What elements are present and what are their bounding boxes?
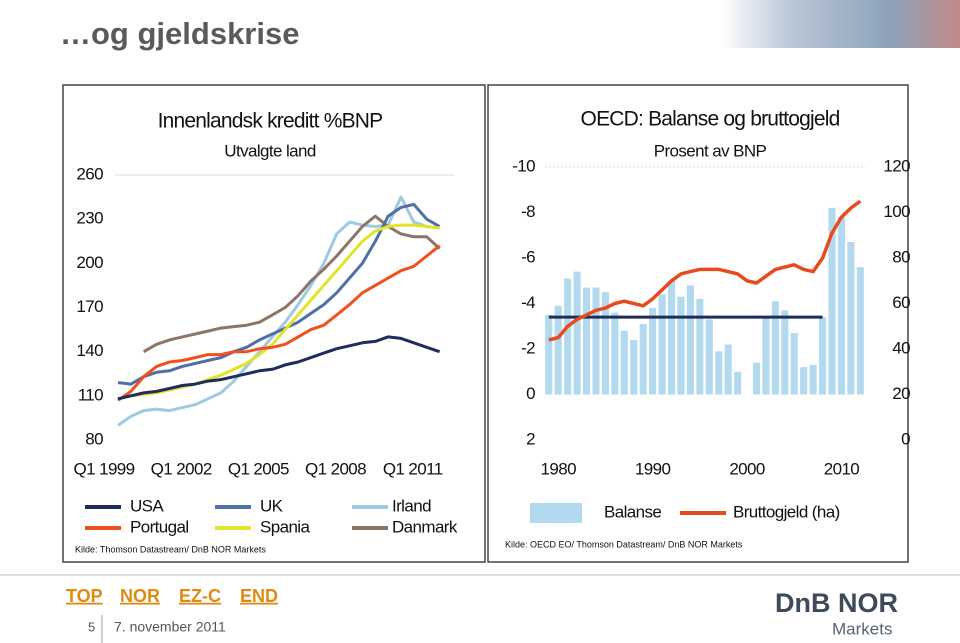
legend-swatch [530, 503, 582, 523]
legend-label: Irland [392, 496, 431, 515]
y2-tick-label: 80 [892, 247, 910, 266]
bar [847, 242, 855, 395]
y-tick-label: 230 [76, 209, 103, 228]
logo-sub: Markets [832, 619, 892, 638]
y-tick-label: 0 [526, 384, 535, 403]
bar [724, 344, 732, 395]
chart-subtitle: Utvalgte land [224, 141, 316, 160]
y2-tick-label: 40 [892, 338, 910, 357]
bar [554, 305, 562, 395]
x-tick-label: 2010 [824, 459, 860, 478]
chart-subtitle: Prosent av BNP [654, 141, 767, 160]
bar [639, 323, 647, 395]
chart-frame [62, 84, 486, 563]
page-number: 5 [88, 619, 95, 634]
y-tick-label: -10 [512, 156, 535, 175]
bar [705, 319, 713, 395]
bar [837, 217, 845, 395]
bar [696, 298, 704, 395]
bar [752, 362, 761, 395]
y-tick-label: -2 [521, 338, 535, 357]
series-line [117, 244, 441, 402]
date: 7. november 2011 [114, 619, 226, 635]
bar [649, 308, 657, 395]
bar [611, 312, 619, 395]
y2-tick-label: 0 [901, 429, 910, 448]
legend-label: Balanse [604, 502, 661, 521]
bar [601, 292, 609, 395]
x-tick-label: Q1 1999 [73, 459, 134, 478]
nav-link[interactable]: END [240, 586, 278, 606]
x-tick-label: 2000 [729, 459, 765, 478]
bar [545, 314, 553, 395]
y-tick-label: 80 [85, 429, 103, 448]
bar [592, 287, 600, 395]
bar [828, 207, 836, 395]
source: Kilde: OECD EO/ Thomson Datastream/ DnB … [505, 539, 743, 549]
y-tick-label: 170 [76, 297, 103, 316]
bar [583, 287, 591, 395]
legend-label: UK [260, 496, 284, 515]
bar [762, 317, 770, 395]
source: Kilde: Thomson Datastream/ DnB NOR Marke… [75, 544, 266, 554]
y-tick-label: 2 [526, 429, 535, 448]
y-tick-label: -8 [521, 202, 535, 221]
y-tick-label: 140 [76, 341, 103, 360]
bar [564, 278, 572, 395]
bar [686, 285, 694, 395]
bar [715, 351, 723, 395]
bar [630, 339, 638, 395]
series-line [117, 202, 441, 386]
y-tick-label: 200 [76, 253, 103, 272]
slide-title: …og gjeldskrise [60, 16, 299, 51]
x-tick-label: 1990 [635, 459, 671, 478]
y2-tick-label: 20 [892, 384, 910, 403]
legend-label: Spania [260, 517, 310, 536]
bar [620, 330, 628, 395]
legend-label: Danmark [392, 517, 458, 536]
legend-label: Bruttogjeld (ha) [733, 502, 840, 521]
bar [677, 296, 685, 395]
bar [658, 294, 666, 395]
bar [573, 271, 581, 395]
series-line [117, 335, 441, 401]
bar [667, 280, 676, 395]
series-line [548, 199, 862, 342]
bar [781, 310, 789, 395]
bar [790, 333, 798, 395]
y2-tick-label: 100 [883, 202, 910, 221]
nav-link[interactable]: EZ-C [179, 586, 221, 606]
x-tick-label: 1980 [541, 459, 577, 478]
y-tick-label: 260 [76, 164, 103, 183]
legend-label: Portugal [130, 517, 189, 536]
y2-tick-label: 60 [892, 293, 910, 312]
y2-tick-label: 120 [883, 156, 910, 175]
bar [856, 267, 864, 395]
nav-link[interactable]: TOP [66, 586, 103, 606]
x-tick-label: Q1 2002 [151, 459, 212, 478]
x-tick-label: Q1 2011 [383, 459, 443, 478]
bar [771, 301, 779, 395]
y-tick-label: 110 [78, 385, 103, 404]
bar [800, 367, 808, 395]
y-tick-label: -4 [521, 293, 535, 312]
chart-title: OECD: Balanse og bruttogjeld [581, 108, 840, 131]
x-tick-label: Q1 2008 [305, 459, 366, 478]
nav-link[interactable]: NOR [120, 586, 160, 606]
legend-label: USA [130, 496, 164, 515]
y-tick-label: -6 [521, 247, 535, 266]
logo: DnB NOR [775, 588, 898, 618]
chart-title: Innenlandsk kreditt %BNP [158, 110, 383, 133]
bar [734, 371, 742, 395]
header-image [720, 0, 960, 48]
bar [809, 364, 817, 395]
x-tick-label: Q1 2005 [228, 459, 289, 478]
bar [819, 317, 827, 395]
